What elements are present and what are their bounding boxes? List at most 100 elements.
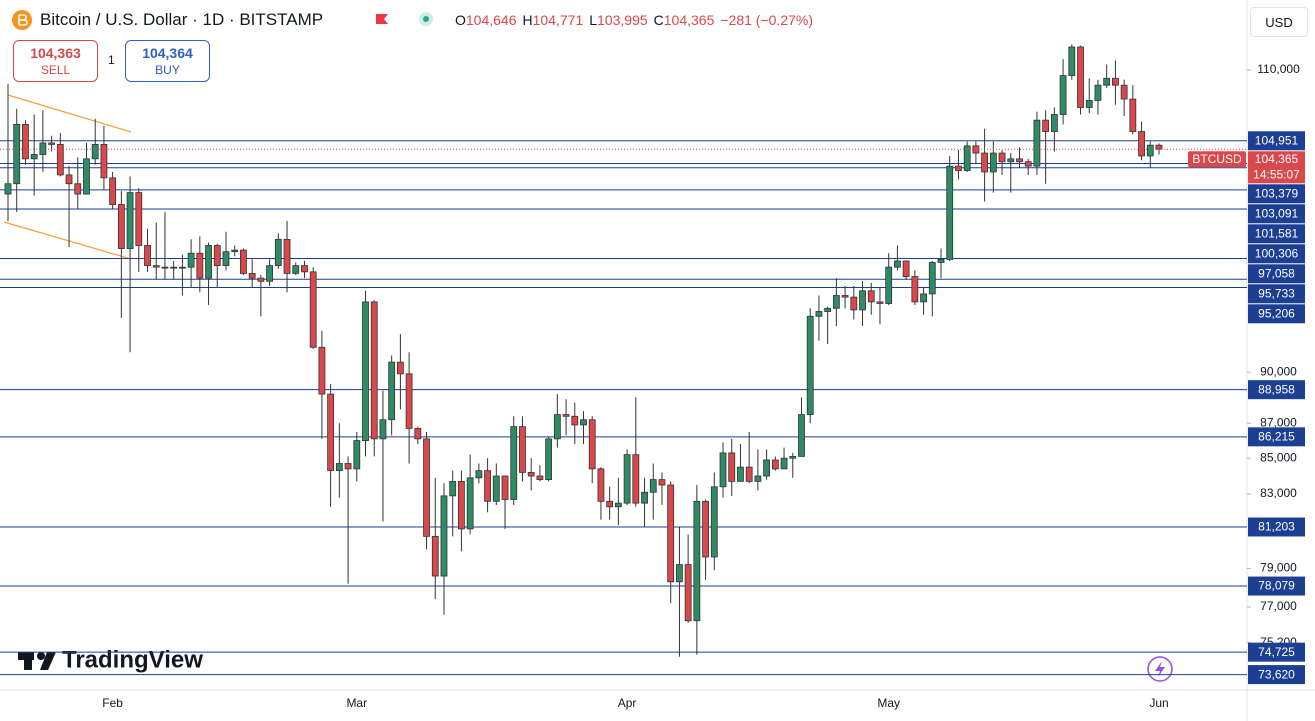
candle-body	[4, 183, 12, 195]
level-label: 101,581	[1255, 226, 1299, 240]
ohlc-key: L	[589, 12, 598, 28]
x-tick-label: Jun	[1149, 696, 1168, 710]
candle-body	[309, 271, 317, 348]
level-label-box	[1248, 576, 1305, 596]
candle-body	[501, 475, 509, 500]
candle-body	[1007, 158, 1015, 163]
candle-body	[536, 475, 544, 481]
currency-button[interactable]: USD	[1250, 7, 1308, 37]
candle-body	[152, 265, 160, 268]
logo-mark	[37, 652, 45, 660]
candle-body	[56, 143, 64, 176]
level-label-box	[1248, 380, 1305, 400]
logo-mark	[40, 652, 56, 670]
x-tick-label: Feb	[102, 696, 123, 710]
assistant-icon[interactable]	[1147, 656, 1173, 682]
level-label: 104,951	[1255, 133, 1299, 147]
assistant-glyph	[1155, 661, 1165, 677]
candle-body	[562, 414, 570, 417]
candle-body	[737, 466, 744, 482]
y-tick-label: 83,000	[1260, 486, 1297, 500]
candle-body	[187, 252, 195, 268]
candle-body	[824, 307, 832, 312]
candle-body	[74, 183, 82, 195]
candle-body	[178, 266, 186, 269]
candle-body	[580, 419, 587, 426]
candle-body	[466, 477, 474, 530]
level-label-box	[1248, 665, 1305, 685]
candle-body	[144, 245, 151, 267]
candle-body	[859, 290, 866, 311]
candle-body	[414, 427, 422, 440]
candle-body	[327, 393, 335, 472]
candle-body	[388, 361, 396, 421]
level-label: 74,725	[1258, 645, 1295, 659]
candle-body	[126, 192, 134, 249]
quantity[interactable]: 1	[108, 53, 115, 67]
candle-body	[1094, 84, 1102, 101]
candle-body	[353, 440, 361, 470]
candle-body	[109, 177, 117, 205]
candle-body	[431, 535, 439, 577]
candle-body	[876, 301, 884, 304]
candle-body	[632, 454, 640, 504]
candle-body	[1155, 144, 1163, 150]
candle-body	[815, 311, 823, 317]
y-tick-label: 79,000	[1260, 561, 1297, 575]
candle-body	[13, 124, 21, 185]
market-status[interactable]	[419, 12, 433, 26]
candle-body	[318, 346, 326, 395]
level-label: 86,215	[1258, 430, 1295, 444]
level-label-box	[1248, 517, 1305, 537]
candle-body	[998, 152, 1006, 163]
candle-body	[527, 472, 535, 477]
candle-body	[789, 456, 797, 459]
candle-body	[248, 273, 256, 279]
sell-price: 104,363	[30, 45, 81, 61]
candle-body	[1120, 84, 1128, 100]
level-label: 95,206	[1258, 306, 1295, 320]
level-label-box	[1248, 204, 1305, 224]
candle-body	[937, 258, 945, 263]
candle-body	[946, 165, 954, 260]
candle-body	[693, 500, 701, 622]
level-label-box	[1248, 244, 1305, 264]
candle-body	[545, 438, 553, 481]
candle-body	[65, 174, 73, 185]
candle-body	[1077, 46, 1084, 108]
symbol-tag: BTCUSD	[1192, 152, 1242, 166]
level-label-box	[1248, 184, 1305, 204]
candle-body	[492, 475, 500, 502]
sell-button[interactable]: 104,363 SELL	[13, 40, 98, 82]
y-tick-label: 110,000	[1257, 62, 1300, 76]
candle-body	[292, 265, 300, 274]
candle-body	[213, 245, 221, 267]
candle-body	[266, 265, 273, 282]
candle-body	[100, 143, 108, 179]
candle-body	[231, 249, 239, 253]
candle-body	[676, 564, 683, 583]
candle-body	[754, 475, 762, 482]
candle-body	[553, 414, 561, 440]
ohlc-key: H	[522, 12, 533, 28]
candle-body	[484, 470, 491, 502]
candle-body	[1059, 75, 1067, 115]
candle-body	[841, 295, 849, 298]
buy-button[interactable]: 104,364 BUY	[125, 40, 210, 82]
candle-body	[362, 301, 369, 441]
y-tick-label: 77,000	[1260, 599, 1297, 613]
level-label-box	[1248, 131, 1305, 151]
candle-body	[780, 457, 788, 470]
candle-body	[1042, 119, 1050, 132]
candle-body	[335, 463, 343, 472]
candle-body	[475, 470, 483, 479]
last-price-label: 104,365	[1255, 152, 1299, 166]
candle-body	[902, 260, 910, 277]
symbol-title[interactable]: Bitcoin / U.S. Dollar · 1D · BITSTAMP	[40, 10, 324, 29]
trendline	[7, 94, 132, 133]
candle-body	[196, 252, 204, 279]
candle-body	[1129, 98, 1137, 132]
candle-body	[832, 295, 840, 309]
level-label: 103,379	[1255, 186, 1299, 200]
